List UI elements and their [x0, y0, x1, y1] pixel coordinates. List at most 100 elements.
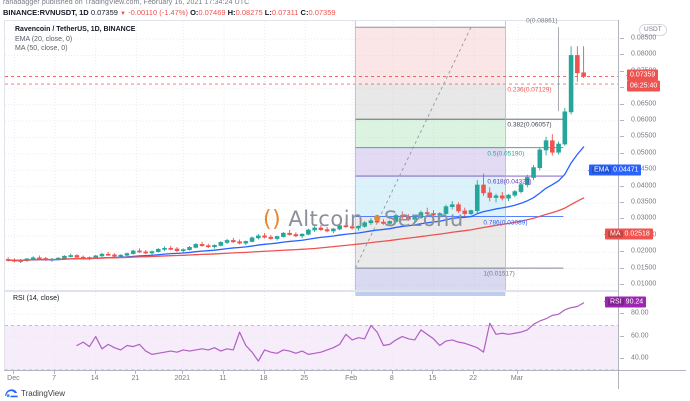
fib-label-0-236: 0.236(0.07129): [507, 86, 552, 94]
price-tick-mark: [620, 202, 624, 204]
symbol-ticker[interactable]: BINANCE:RVNUSDT, 1D: [3, 8, 89, 17]
price-tick-mark: [620, 136, 624, 138]
time-tick-mark: [222, 371, 224, 374]
time-scale[interactable]: Dec 7 14 21 2021 11 18 25 Feb 8 15 22 Mar: [4, 370, 686, 389]
price-direction-icon: ▼: [120, 11, 126, 17]
price-tick-mark: [620, 120, 624, 122]
rsi-tick: 80.00: [631, 309, 649, 317]
price-tick-mark: [620, 103, 624, 105]
price-tick: 0.08500: [631, 34, 657, 42]
logo-icon: (): [263, 207, 282, 232]
price-tick: 0.02000: [631, 247, 657, 255]
rsi-pane[interactable]: RSI (14, close): [4, 291, 618, 371]
time-tick: 21: [131, 375, 140, 382]
close-value: 0.07359: [308, 8, 336, 17]
low-value: 0.07311: [271, 8, 299, 17]
price-tick-mark: [620, 284, 624, 286]
ma-value-badge-text: 0.02518: [624, 230, 650, 238]
time-tick: 8: [389, 375, 394, 382]
time-tick-mark: [263, 371, 265, 374]
rsi-tick-mark: [620, 357, 624, 359]
ma-value-badge[interactable]: MA 0.02518: [604, 228, 653, 240]
symbol-quote-line: BINANCE:RVNUSDT, 1D 0.07359 ▼ -0.00110 (…: [3, 8, 336, 17]
ema-value-badge[interactable]: EMA 0.04471: [587, 164, 642, 176]
tradingview-logo-icon: [5, 389, 18, 398]
watermark-dot-icon: •: [371, 207, 384, 231]
time-tick: 14: [90, 375, 99, 382]
price-tick-mark: [620, 251, 624, 253]
last-price-badge[interactable]: 0.07359: [625, 69, 659, 81]
low-label: L:: [264, 8, 272, 17]
time-tick: Mar: [510, 375, 523, 382]
fib-label-0-786: 0.786(0.03089): [483, 219, 528, 227]
price-tick-mark: [620, 87, 624, 89]
pane-divider[interactable]: [4, 290, 618, 291]
time-tick: 15: [428, 375, 437, 382]
close-label: C:: [300, 8, 309, 17]
time-tick-mark: [432, 371, 434, 374]
rsi-tick: 40.00: [631, 354, 649, 362]
time-tick: 25: [300, 375, 309, 382]
rsi-value-badge-text: 90.24: [625, 298, 644, 306]
price-pane-legend: Ravencoin / TetherUS, 1D, BINANCE EMA (2…: [15, 25, 135, 54]
fib-label-1: 1(0.01517): [483, 270, 515, 278]
rsi-tick-mark: [620, 335, 624, 337]
ema-value-badge-tag: EMA: [592, 166, 612, 174]
time-tick: Dec: [7, 375, 20, 382]
rsi-tick: 60.00: [631, 332, 649, 340]
time-tick-mark: [54, 371, 56, 374]
countdown-badge[interactable]: 06:25:40: [627, 80, 661, 92]
time-tick-mark: [304, 371, 306, 374]
rsi-tick-mark: [620, 313, 624, 315]
high-value: 0.08275: [235, 8, 263, 17]
fib-label-0: 0(0.08861): [526, 17, 558, 25]
tradingview-footer[interactable]: TradingView: [5, 389, 65, 398]
price-tick: 0.06500: [631, 100, 657, 108]
legend-ema[interactable]: EMA (20, close, 0): [15, 35, 73, 43]
rsi-value-badge[interactable]: RSI 90.24: [603, 296, 647, 308]
price-tick: 0.01000: [631, 280, 657, 288]
tradingview-brand-label: TradingView: [21, 389, 66, 398]
time-tick-mark: [351, 371, 353, 374]
price-tick: 0.03500: [631, 198, 657, 206]
time-tick-mark: [516, 371, 518, 374]
currency-badge: USDT: [639, 24, 667, 36]
price-tick: 0.08000: [631, 50, 657, 58]
fib-label-0-5: 0.5(0.05190): [487, 150, 525, 158]
last-price-value: 0.07359: [90, 8, 118, 17]
price-scale[interactable]: USDT 0.085000.080000.075000.070000.06500…: [587, 20, 686, 370]
chart-watermark: () Altcoin •Sezonu: [263, 207, 464, 232]
price-tick: 0.04500: [631, 165, 657, 173]
legend-ma[interactable]: MA (50, close, 0): [15, 45, 68, 52]
time-tick-mark: [473, 371, 475, 374]
rsi-pane-legend[interactable]: RSI (14, close): [13, 295, 60, 302]
time-tick-mark: [135, 371, 137, 374]
time-tick-mark: [182, 371, 184, 374]
price-tick: 0.03000: [631, 214, 657, 222]
price-tick-mark: [620, 218, 624, 220]
chart-header: ranadagger published on TradingView.com,…: [0, 0, 690, 20]
time-tick: 2021: [174, 375, 191, 382]
price-pane[interactable]: () Altcoin •Sezonu Ravencoin / TetherUS,…: [4, 17, 618, 290]
rsi-value-badge-tag: RSI: [608, 298, 624, 306]
price-tick: 0.06000: [631, 116, 657, 124]
price-tick: 0.05500: [631, 132, 657, 140]
price-tick-mark: [620, 185, 624, 187]
price-tick-mark: [620, 54, 624, 56]
price-tick-mark: [620, 38, 624, 40]
time-tick: 18: [259, 375, 268, 382]
time-tick: Feb: [345, 375, 358, 382]
price-plot: [5, 21, 618, 290]
price-tick-mark: [620, 267, 624, 269]
time-tick: 7: [52, 375, 56, 382]
fib-label-0-618: 0.618(0.04323): [487, 178, 532, 186]
legend-title[interactable]: Ravencoin / TetherUS, 1D, BINANCE: [15, 26, 136, 33]
time-scale-separator: [618, 371, 619, 389]
time-tick: 22: [469, 375, 478, 382]
countdown-badge-text: 06:25:40: [630, 82, 658, 90]
time-tick-mark: [94, 371, 96, 374]
publication-credit: ranadagger published on TradingView.com,…: [3, 0, 250, 6]
last-price-badge-text: 0.07359: [630, 71, 656, 79]
open-label: O:: [190, 8, 199, 17]
